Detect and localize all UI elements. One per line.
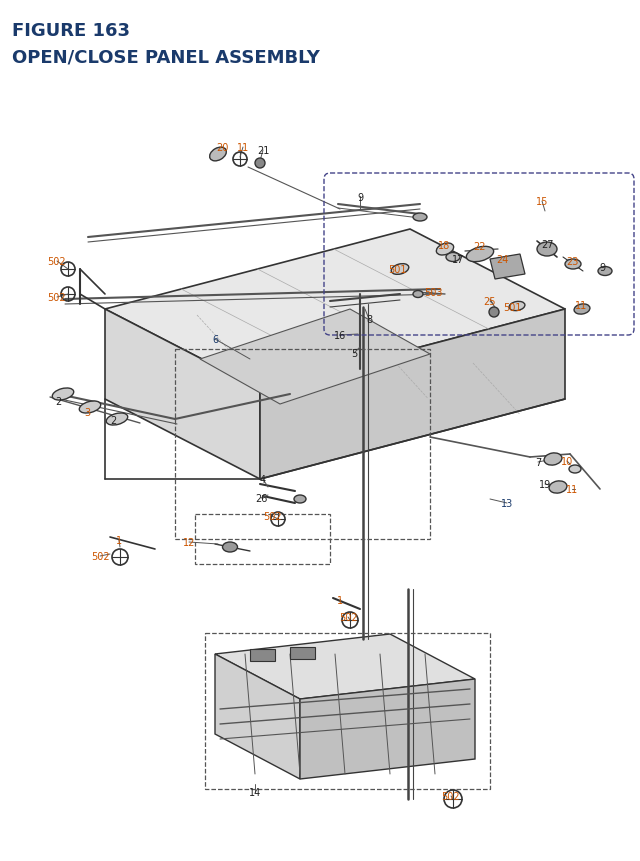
Polygon shape — [105, 230, 565, 389]
Text: 6: 6 — [212, 335, 218, 344]
Text: FIGURE 163: FIGURE 163 — [12, 22, 130, 40]
Text: 19: 19 — [539, 480, 551, 489]
Text: 23: 23 — [566, 257, 578, 267]
Text: 11: 11 — [566, 485, 578, 494]
Ellipse shape — [294, 495, 306, 504]
Text: 13: 13 — [501, 499, 513, 508]
Text: 22: 22 — [474, 242, 486, 251]
Ellipse shape — [106, 413, 128, 425]
Ellipse shape — [569, 466, 581, 474]
Polygon shape — [105, 310, 260, 480]
Text: 12: 12 — [183, 537, 195, 548]
Ellipse shape — [598, 267, 612, 276]
Ellipse shape — [223, 542, 237, 553]
Text: 502: 502 — [262, 511, 282, 522]
Text: 14: 14 — [249, 787, 261, 797]
Text: 1: 1 — [337, 595, 343, 605]
Text: 21: 21 — [257, 146, 269, 156]
Text: 5: 5 — [351, 349, 357, 358]
Text: 16: 16 — [334, 331, 346, 341]
Text: 502: 502 — [91, 551, 109, 561]
Text: 502: 502 — [48, 257, 67, 267]
Text: 3: 3 — [84, 407, 90, 418]
Text: 4: 4 — [260, 474, 266, 485]
Text: 502: 502 — [339, 612, 357, 623]
Text: 10: 10 — [561, 456, 573, 467]
Text: 502: 502 — [442, 791, 460, 801]
Text: 502: 502 — [48, 293, 67, 303]
Bar — [205, 633, 490, 789]
Text: 501: 501 — [388, 264, 406, 275]
Polygon shape — [215, 635, 475, 699]
Bar — [250, 649, 275, 661]
Ellipse shape — [413, 291, 423, 298]
Ellipse shape — [565, 260, 581, 269]
Ellipse shape — [544, 454, 562, 466]
Text: 9: 9 — [599, 263, 605, 273]
Text: 27: 27 — [541, 239, 553, 250]
Polygon shape — [260, 310, 565, 480]
Bar — [290, 647, 315, 660]
Polygon shape — [300, 679, 475, 779]
Circle shape — [489, 307, 499, 318]
Circle shape — [255, 158, 265, 169]
Ellipse shape — [467, 247, 493, 263]
Bar — [175, 350, 430, 539]
Text: 18: 18 — [438, 241, 450, 251]
Ellipse shape — [574, 305, 590, 315]
Text: 2: 2 — [110, 416, 116, 425]
Text: 501: 501 — [503, 303, 521, 313]
Ellipse shape — [52, 388, 74, 400]
Ellipse shape — [79, 401, 100, 413]
Text: 9: 9 — [357, 193, 363, 202]
Text: 11: 11 — [575, 300, 587, 311]
Ellipse shape — [413, 214, 427, 222]
Text: 2: 2 — [55, 397, 61, 406]
Ellipse shape — [446, 253, 460, 263]
Text: 503: 503 — [424, 288, 442, 298]
Polygon shape — [200, 310, 430, 405]
Ellipse shape — [549, 481, 567, 493]
Text: 7: 7 — [535, 457, 541, 468]
Polygon shape — [215, 654, 300, 779]
Text: 20: 20 — [216, 143, 228, 152]
Text: OPEN/CLOSE PANEL ASSEMBLY: OPEN/CLOSE PANEL ASSEMBLY — [12, 48, 320, 66]
Ellipse shape — [537, 243, 557, 257]
Ellipse shape — [391, 264, 409, 275]
Text: 15: 15 — [536, 197, 548, 207]
Ellipse shape — [436, 244, 454, 256]
Text: 17: 17 — [452, 255, 464, 264]
Polygon shape — [490, 255, 525, 280]
Text: 11: 11 — [237, 143, 249, 152]
Ellipse shape — [509, 302, 525, 312]
Text: 1: 1 — [116, 536, 122, 545]
Bar — [195, 514, 330, 564]
Text: 25: 25 — [484, 297, 496, 307]
Ellipse shape — [210, 148, 227, 162]
Text: 8: 8 — [366, 314, 372, 325]
Text: 24: 24 — [496, 255, 508, 264]
Text: 26: 26 — [255, 493, 267, 504]
